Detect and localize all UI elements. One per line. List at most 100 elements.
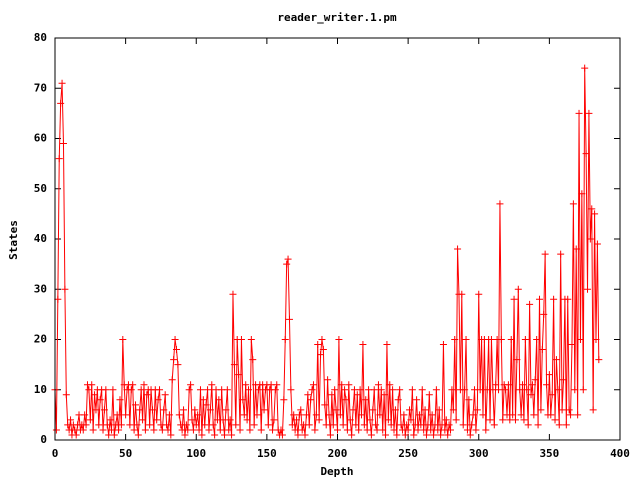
data-point	[421, 406, 429, 414]
data-point	[473, 406, 481, 414]
data-point	[243, 416, 251, 424]
data-point	[228, 431, 236, 439]
data-point	[242, 381, 250, 389]
data-point	[490, 421, 498, 429]
data-point	[393, 431, 401, 439]
data-point	[431, 421, 439, 429]
data-point	[516, 386, 524, 394]
data-point	[295, 411, 303, 419]
data-point	[109, 386, 117, 394]
data-point	[325, 411, 333, 419]
data-point	[521, 336, 529, 343]
data-point	[528, 381, 536, 389]
data-point	[196, 386, 204, 394]
data-point	[458, 290, 466, 298]
data-point	[322, 421, 330, 429]
data-point	[181, 431, 189, 439]
data-point	[172, 346, 180, 354]
data-point	[100, 406, 108, 414]
data-point	[324, 376, 332, 384]
data-point	[555, 421, 563, 429]
data-point	[106, 416, 114, 424]
data-point	[356, 386, 364, 394]
data-point	[208, 381, 216, 389]
data-point	[55, 155, 63, 163]
data-point	[384, 416, 392, 424]
data-point	[280, 396, 288, 404]
data-point	[211, 431, 219, 439]
data-point	[284, 255, 292, 263]
data-point	[507, 336, 515, 343]
data-point	[565, 406, 573, 414]
data-point	[95, 421, 103, 429]
data-point	[122, 411, 130, 419]
data-point	[298, 426, 306, 434]
data-point	[462, 336, 470, 343]
data-point	[150, 426, 158, 434]
data-point	[270, 416, 278, 424]
data-point	[235, 371, 243, 379]
data-point	[171, 336, 179, 343]
data-point	[394, 396, 402, 404]
data-point	[182, 421, 190, 429]
data-point	[170, 356, 178, 364]
data-point	[374, 381, 382, 389]
x-tick-label: 150	[257, 447, 277, 460]
data-point	[305, 421, 313, 429]
data-point	[588, 205, 596, 213]
data-point	[154, 396, 162, 404]
x-tick-label: 100	[186, 447, 206, 460]
data-point	[209, 421, 217, 429]
x-tick-label: 400	[610, 447, 630, 460]
data-point	[417, 421, 425, 429]
data-point	[430, 431, 438, 439]
data-point	[533, 336, 541, 343]
data-point	[253, 411, 261, 419]
data-point	[62, 391, 70, 399]
data-point	[432, 386, 440, 394]
data-point	[99, 426, 107, 434]
data-point	[541, 250, 549, 258]
data-point	[552, 356, 560, 364]
data-point	[175, 411, 183, 419]
data-point	[163, 421, 171, 429]
data-point	[496, 200, 504, 208]
data-point	[216, 426, 224, 434]
data-point	[557, 250, 565, 258]
data-point	[250, 421, 258, 429]
data-point	[291, 426, 299, 434]
data-point	[260, 406, 268, 414]
data-point	[133, 421, 141, 429]
y-tick-label: 40	[34, 232, 47, 245]
data-point	[400, 411, 408, 419]
data-point	[486, 416, 494, 424]
data-point	[81, 411, 89, 419]
data-point	[408, 386, 416, 394]
data-point	[204, 386, 212, 394]
data-point	[578, 190, 586, 198]
data-point	[425, 391, 433, 399]
data-point	[386, 381, 394, 389]
data-point	[427, 426, 435, 434]
data-point	[247, 336, 255, 343]
data-point	[264, 421, 272, 429]
data-point	[438, 421, 446, 429]
data-point	[391, 406, 399, 414]
data-point	[576, 336, 584, 343]
data-point	[476, 386, 484, 394]
data-point	[58, 79, 66, 87]
data-point	[517, 411, 525, 419]
data-point	[469, 411, 477, 419]
data-point	[237, 336, 245, 343]
data-point	[239, 396, 247, 404]
data-point	[593, 240, 601, 248]
data-point	[377, 386, 385, 394]
data-point	[206, 406, 214, 414]
data-point	[79, 426, 87, 434]
data-point	[479, 411, 487, 419]
data-point	[297, 406, 305, 414]
data-point	[499, 416, 507, 424]
data-point	[418, 386, 426, 394]
data-point	[309, 381, 317, 389]
